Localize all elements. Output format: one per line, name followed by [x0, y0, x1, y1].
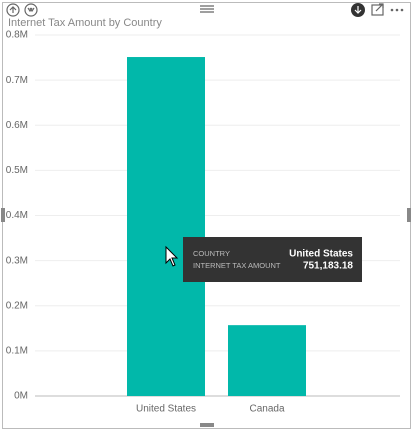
- tooltip-header: COUNTRY: [193, 249, 230, 258]
- tooltip: COUNTRY United States INTERNET TAX AMOUN…: [183, 237, 362, 282]
- toolbar: [6, 3, 404, 17]
- tooltip-header: INTERNET TAX AMOUNT: [193, 261, 281, 270]
- y-tick-label: 0M: [14, 391, 28, 402]
- drill-down-icon[interactable]: [24, 3, 38, 17]
- y-tick-label: 0.8M: [6, 30, 28, 41]
- bar: [127, 57, 205, 396]
- resize-handle[interactable]: [407, 208, 411, 222]
- tooltip-value: United States: [289, 249, 353, 260]
- y-tick-label: 0.3M: [6, 255, 28, 266]
- more-options-icon[interactable]: [390, 8, 404, 12]
- y-tick-label: 0.7M: [6, 75, 28, 86]
- x-tick-label: United States: [136, 404, 196, 415]
- chart-title: Internet Tax Amount by Country: [8, 17, 162, 29]
- focus-mode-icon[interactable]: [371, 4, 384, 16]
- bar: [228, 325, 306, 396]
- y-tick-label: 0.6M: [6, 120, 28, 131]
- drag-handle[interactable]: [200, 5, 214, 13]
- y-tick-label: 0.1M: [6, 346, 28, 357]
- x-tick-label: Canada: [249, 404, 284, 415]
- y-tick-label: 0.5M: [6, 165, 28, 176]
- tooltip-value: 751,183.18: [303, 261, 353, 272]
- resize-handle[interactable]: [200, 423, 214, 427]
- y-tick-label: 0.2M: [6, 300, 28, 311]
- y-tick-label: 0.4M: [6, 210, 28, 221]
- resize-handle[interactable]: [1, 208, 5, 222]
- mouse-cursor: [165, 245, 179, 267]
- tooltip-box: [183, 237, 362, 282]
- plot-area: 0M 0.1M 0.2M 0.3M 0.4M 0.5M 0.6M 0.7M 0.8M United…: [6, 30, 400, 415]
- drill-up-icon[interactable]: [6, 3, 20, 17]
